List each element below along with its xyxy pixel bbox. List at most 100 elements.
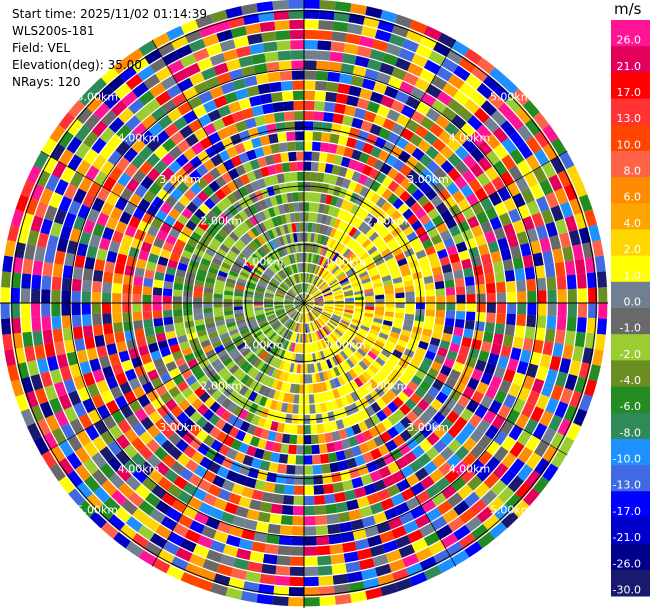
gate-cell [56,237,70,253]
gate-cell [305,283,309,294]
gate-cell [0,303,11,319]
gate-cell [310,321,315,332]
gate-cell [385,389,398,401]
gate-cell [218,332,230,341]
gate-cell [189,231,202,243]
gate-cell [304,586,320,597]
gate-cell [212,298,223,303]
gate-cell [398,334,410,343]
gate-cell [284,306,295,311]
gate-cell [401,385,415,398]
gate-cell [390,271,402,280]
gate-cell [176,334,189,344]
gate-cell [290,310,298,319]
gate-cell [222,339,234,349]
gate-cell [166,507,183,523]
gate-cell [435,114,451,130]
gate-cell [249,326,261,334]
gate-cell [268,331,277,341]
gate-cell [337,134,349,147]
gate-cell [255,313,266,319]
gate-cell [351,366,362,377]
gate-cell [381,405,394,418]
gate-cell [111,303,122,314]
gate-cell [344,303,355,306]
gate-cell [342,313,353,319]
gate-cell [313,120,324,132]
gate-cell [365,262,377,271]
gate-cell [385,257,397,266]
gate-cell [374,171,387,184]
gate-cell [492,462,509,480]
gate-cell [225,447,239,461]
gate-cell [368,328,380,336]
gate-cell [60,290,72,303]
gate-cell [215,162,228,176]
gate-cell [339,232,349,244]
gate-cell [134,483,151,500]
gate-cell [76,242,89,257]
gate-cell [242,161,254,174]
gate-cell [280,443,290,455]
gate-cell [108,240,121,254]
gate-cell [353,182,364,195]
gate-cell [115,434,131,450]
gate-cell [534,265,546,279]
gate-cell [385,340,397,349]
gate-cell [275,214,283,226]
gate-cell [516,231,530,246]
gate-cell [331,265,340,275]
gate-cell [162,241,175,253]
gate-cell [333,253,343,264]
range-ring-label: 4.00km [118,132,160,145]
gate-cell [564,330,577,346]
gate-cell [150,106,167,122]
gate-cell [430,234,443,246]
gate-cell [322,292,333,297]
gate-cell [325,91,338,103]
gate-cell [325,274,335,283]
gate-cell [330,316,341,324]
gate-cell [314,100,326,112]
gate-cell [152,279,164,289]
gate-cell [289,576,304,587]
gate-cell [336,208,346,220]
gate-cell [464,276,476,287]
gate-cell [387,335,399,345]
gate-cell [330,195,339,207]
gate-cell [225,58,242,72]
gate-cell [524,266,536,280]
gate-cell [426,227,440,239]
gate-cell [221,456,234,470]
gate-cell [320,269,328,279]
gate-cell [541,124,559,143]
gate-cell [84,424,100,441]
gate-cell [381,274,393,282]
gate-cell [196,268,208,277]
gate-cell [255,284,267,291]
gate-cell [356,248,367,259]
gate-cell [337,82,351,95]
gate-cell [285,233,292,245]
gate-cell [359,324,371,332]
gate-cell [143,232,156,245]
gate-cell [452,89,470,107]
gate-cell [346,328,357,337]
gate-cell [308,383,314,395]
gate-cell [500,435,517,452]
gate-cell [419,34,438,51]
gate-cell [142,286,153,295]
gate-cell [448,342,461,354]
gate-cell [398,220,411,232]
gate-cell [262,41,278,53]
gate-cell [358,235,369,246]
gate-cell [372,38,389,53]
gate-cell [315,70,329,82]
gate-cell [99,126,116,144]
gate-cell [91,154,108,171]
gate-cell [325,503,338,515]
gate-cell [314,90,327,102]
gate-cell [102,271,114,283]
gate-cell [304,303,307,313]
